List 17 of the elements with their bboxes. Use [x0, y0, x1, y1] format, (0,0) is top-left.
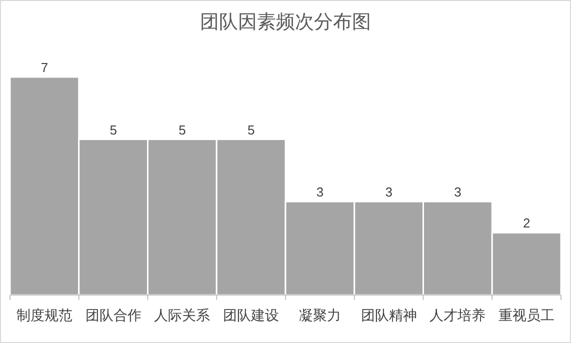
data-label: 5 [247, 122, 255, 138]
x-tick-label: 重视员工 [498, 307, 555, 323]
x-tick-label: 团队建设 [223, 307, 280, 323]
x-tick-label: 凝聚力 [298, 307, 341, 323]
data-label: 7 [40, 60, 48, 75]
data-label: 3 [454, 184, 462, 200]
x-tick-label: 人际关系 [154, 307, 210, 323]
data-label: 5 [178, 122, 186, 138]
x-tick-label: 制度规范 [16, 307, 72, 323]
chart-title: 团队因素频次分布图 [200, 12, 371, 33]
data-label: 5 [110, 122, 117, 138]
data-label: 3 [316, 184, 324, 200]
data-label: 3 [385, 184, 392, 200]
x-tick-label: 人才培养 [430, 307, 486, 323]
x-tick-label: 团队合作 [85, 307, 142, 323]
data-label: 2 [522, 216, 530, 231]
x-tick-label: 团队精神 [360, 307, 417, 323]
